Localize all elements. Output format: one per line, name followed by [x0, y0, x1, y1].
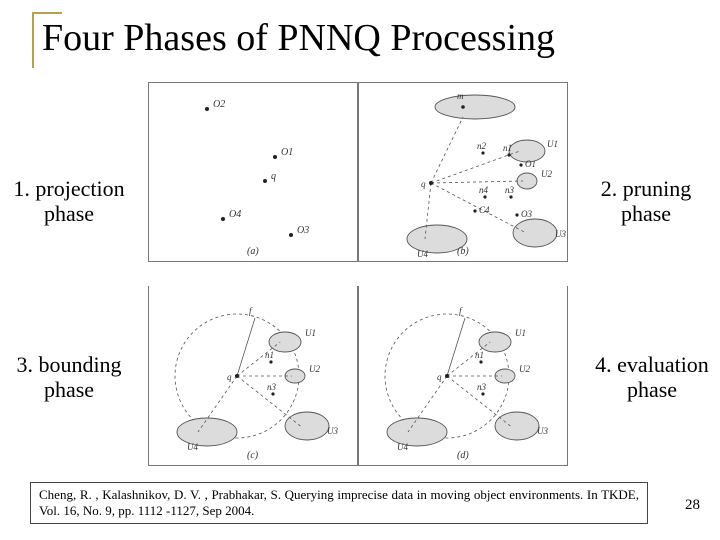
point-label: O1: [281, 147, 293, 158]
phase-label-1-line2: phase: [44, 201, 94, 226]
svg-text:f: f: [459, 306, 463, 316]
svg-text:U2: U2: [519, 364, 530, 374]
figure-panel-b: m U1 U2 U3 U4 n1 n2 n3 n4 O1 C4 O3 q (b): [358, 82, 568, 262]
figure-panel-a: O2 O1 q O4 O3 (a): [148, 82, 358, 262]
svg-text:n3: n3: [505, 185, 515, 195]
svg-text:f: f: [249, 306, 253, 316]
svg-text:n1: n1: [503, 143, 512, 153]
svg-text:U1: U1: [515, 328, 526, 338]
svg-text:U4: U4: [417, 249, 428, 259]
point-icon: [205, 107, 209, 111]
panel-b-svg: m U1 U2 U3 U4 n1 n2 n3 n4 O1 C4 O3 q: [359, 83, 569, 263]
citation-text: Cheng, R. , Kalashnikov, D. V. , Prabhak…: [39, 487, 639, 518]
svg-text:n1: n1: [475, 350, 484, 360]
svg-text:U3: U3: [537, 426, 548, 436]
svg-text:U2: U2: [309, 364, 320, 374]
panel-letter-d: (d): [457, 450, 469, 461]
phase-label-2: 2. pruning phase: [584, 176, 708, 227]
phase-label-2-line2: phase: [621, 201, 671, 226]
svg-text:m: m: [457, 91, 464, 101]
point-label: O2: [213, 99, 225, 110]
point-icon: [273, 155, 277, 159]
phase-label-3-line2: phase: [44, 377, 94, 402]
svg-text:U2: U2: [541, 169, 552, 179]
phase-label-4: 4. evaluation phase: [584, 352, 720, 403]
svg-text:n3: n3: [477, 382, 487, 392]
point-label: O3: [297, 225, 309, 236]
panel-c-svg: f U1 U2 U3 U4 n1 n3 q: [149, 286, 359, 466]
panel-letter-c: (c): [247, 450, 258, 461]
svg-text:q: q: [227, 372, 232, 382]
page-number: 28: [685, 497, 700, 514]
svg-text:q: q: [421, 179, 426, 189]
phase-label-2-line1: 2. pruning: [601, 176, 691, 201]
phase-label-1: 1. projection phase: [4, 176, 134, 227]
point-icon: [221, 217, 225, 221]
figure-panel-d: f U1 U2 U3 U4 n1 n3 q (d): [358, 286, 568, 466]
point-icon: [263, 179, 267, 183]
svg-text:n4: n4: [479, 185, 489, 195]
svg-text:C4: C4: [479, 205, 490, 215]
point-label: O4: [229, 209, 241, 220]
figure-panel-c: f U1 U2 U3 U4 n1 n3 q (c): [148, 286, 358, 466]
phase-label-3: 3. bounding phase: [4, 352, 134, 403]
point-icon: [289, 233, 293, 237]
phase-label-1-line1: 1. projection: [13, 176, 124, 201]
panel-letter-a: (a): [247, 246, 259, 257]
panel-d-svg: f U1 U2 U3 U4 n1 n3 q: [359, 286, 569, 466]
svg-text:U4: U4: [187, 442, 198, 452]
phase-label-4-line1: 4. evaluation: [595, 352, 709, 377]
svg-text:O3: O3: [521, 209, 532, 219]
point-label: q: [271, 171, 276, 182]
svg-text:n3: n3: [267, 382, 277, 392]
svg-text:q: q: [437, 372, 442, 382]
panel-letter-b: (b): [457, 246, 469, 257]
svg-text:U1: U1: [547, 139, 558, 149]
svg-text:U3: U3: [327, 426, 338, 436]
svg-text:n2: n2: [477, 141, 487, 151]
citation-box: Cheng, R. , Kalashnikov, D. V. , Prabhak…: [30, 482, 648, 525]
svg-text:U4: U4: [397, 442, 408, 452]
slide-title: Four Phases of PNNQ Processing: [42, 18, 555, 60]
svg-text:U3: U3: [555, 229, 566, 239]
svg-text:O1: O1: [525, 159, 536, 169]
phase-label-3-line1: 3. bounding: [16, 352, 121, 377]
svg-text:U1: U1: [305, 328, 316, 338]
phase-label-4-line2: phase: [627, 377, 677, 402]
svg-text:n1: n1: [265, 350, 274, 360]
